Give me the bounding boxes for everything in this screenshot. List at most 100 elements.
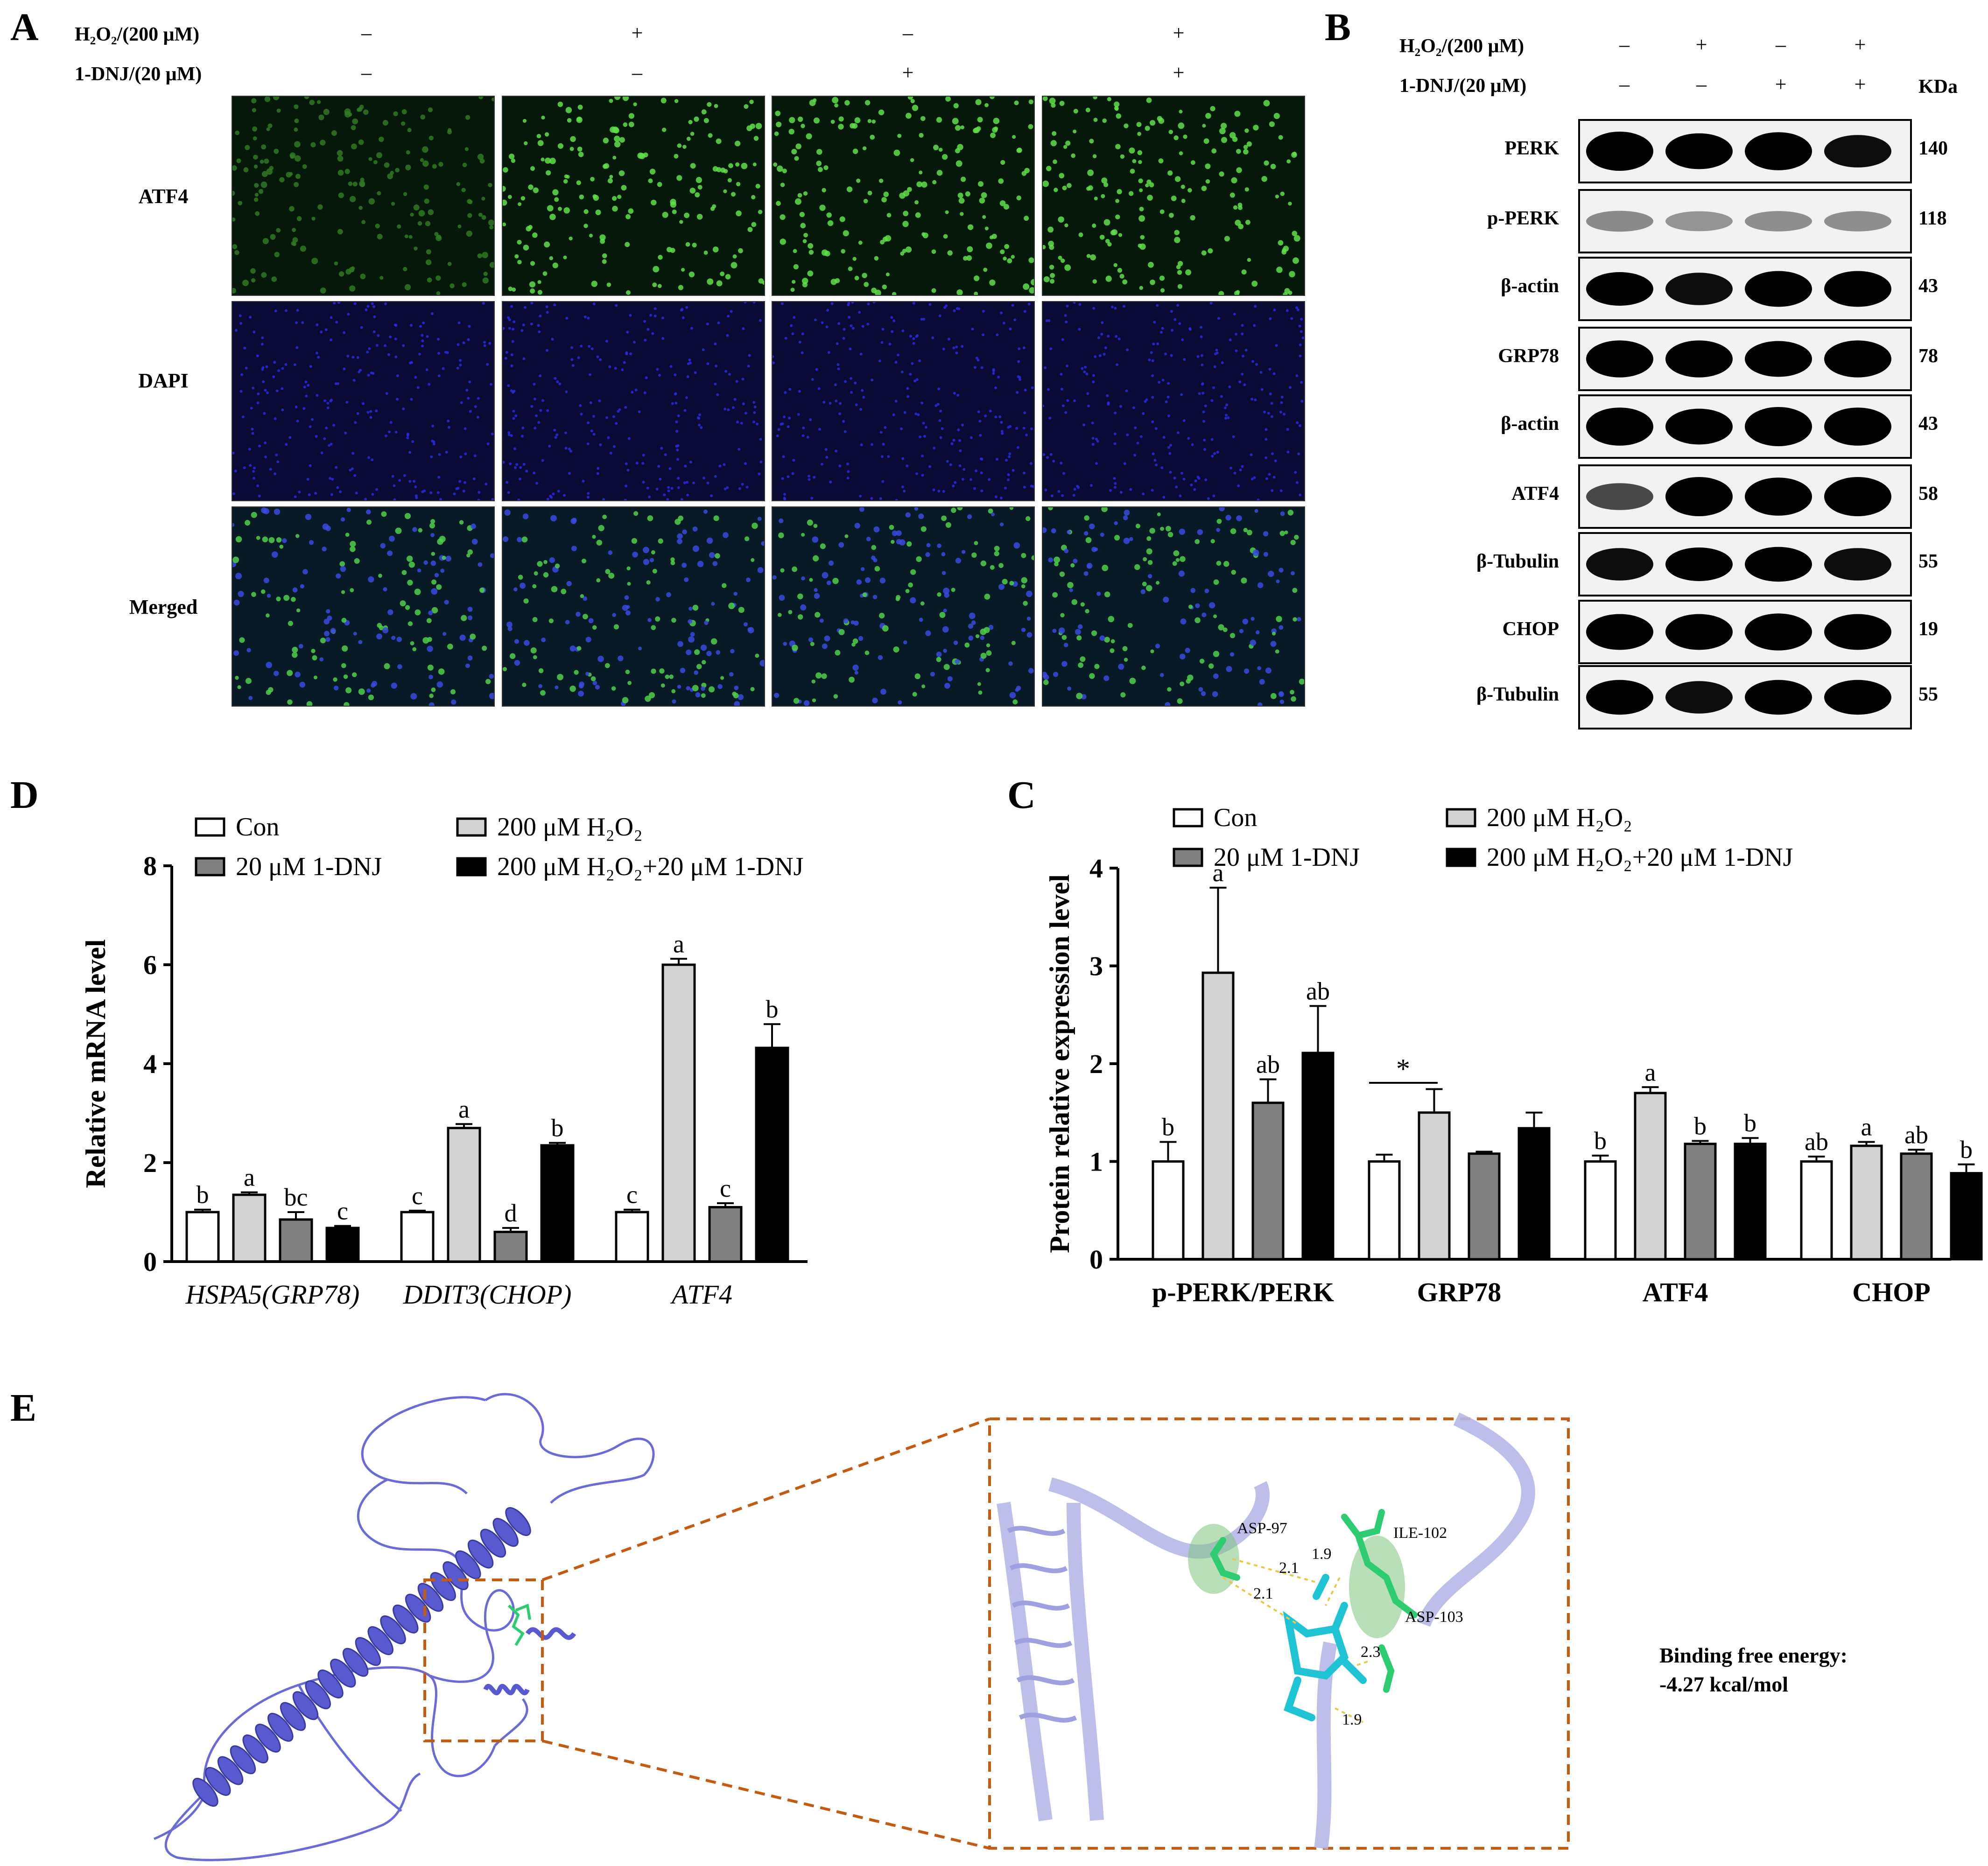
cell-dot: [270, 234, 276, 240]
cell-dot: [1202, 124, 1206, 128]
cell-dot: [1179, 151, 1183, 155]
cell-dot: [1026, 516, 1031, 521]
cell-dot: [461, 188, 466, 192]
cell-dot: [1150, 120, 1156, 126]
cell-dot: [1161, 327, 1164, 330]
cell-dot: [651, 199, 657, 206]
cell-dot: [274, 252, 280, 258]
cell-dot: [1257, 666, 1261, 671]
cell-dot: [1144, 400, 1147, 403]
cell-dot: [261, 171, 268, 177]
cell-dot: [1221, 137, 1228, 143]
cell-dot: [455, 487, 458, 491]
cell-dot: [686, 493, 689, 497]
cell-dot: [1223, 407, 1227, 410]
cell-dot: [1235, 332, 1238, 336]
cell-dot: [1127, 623, 1133, 628]
cell-dot: [747, 365, 750, 368]
cell-dot: [522, 463, 526, 466]
cell-dot: [860, 567, 865, 571]
cell-dot: [1046, 456, 1049, 459]
cell-dot: [898, 700, 902, 705]
cell-dot: [1177, 284, 1183, 289]
cell-dot: [276, 537, 282, 543]
cell-dot: [253, 154, 258, 160]
cell-dot: [850, 620, 855, 624]
cell-dot: [744, 104, 749, 109]
cell-dot: [394, 337, 397, 341]
cell-dot: [1116, 113, 1122, 119]
cell-dot: [1025, 433, 1028, 436]
cell-dot: [683, 481, 686, 484]
cell-dot: [258, 494, 261, 498]
cell-dot: [1275, 649, 1279, 654]
cell-dot: [1151, 359, 1154, 362]
cell-dot: [1295, 306, 1299, 309]
cell-dot: [427, 277, 432, 283]
significance-letter: b: [1162, 1113, 1174, 1141]
cell-dot: [301, 321, 304, 324]
cell-dot: [726, 334, 729, 337]
cell-dot: [974, 291, 978, 295]
cell-dot: [1091, 442, 1095, 446]
blot-bands: [1586, 340, 1891, 378]
cell-dot: [1194, 617, 1201, 624]
cell-dot: [1253, 125, 1259, 131]
cell-dot: [1176, 304, 1180, 307]
blot-band: [1665, 340, 1733, 378]
cell-dot: [436, 681, 443, 688]
cell-dot: [366, 688, 371, 693]
distance-label: 2.1: [1253, 1585, 1273, 1602]
cell-dot: [1219, 507, 1225, 512]
cell-dot: [592, 433, 596, 436]
cell-dot: [741, 162, 748, 169]
cell-dot: [695, 192, 700, 197]
cell-dot: [325, 637, 330, 642]
cell-dot: [232, 217, 236, 222]
cell-dot: [240, 373, 244, 376]
y-tick-label: 4: [1089, 853, 1103, 884]
cell-dot: [961, 423, 964, 427]
legend-label: 200 μM H₂O₂: [497, 813, 643, 842]
cell-dot: [520, 329, 524, 332]
cell-dot: [955, 351, 958, 355]
cell-dot: [1271, 631, 1276, 636]
cell-dot: [517, 537, 522, 542]
cell-dot: [406, 555, 413, 562]
cell-dot: [655, 487, 659, 491]
cell-dot: [907, 187, 912, 192]
cell-dot: [1158, 381, 1161, 384]
cell-dot: [428, 209, 434, 215]
cell-dot: [1173, 477, 1176, 480]
cell-dot: [787, 425, 790, 428]
cell-dot: [367, 373, 370, 377]
blot-label: GRP78: [1498, 345, 1559, 367]
cell-dot: [638, 410, 641, 414]
cell-dot: [401, 570, 407, 575]
blot-bands: [1586, 132, 1891, 171]
cell-dot: [406, 436, 409, 440]
micrograph-cell: [502, 96, 765, 296]
cell-dot: [507, 316, 510, 319]
cell-dot: [960, 125, 965, 130]
cell-dot: [1284, 288, 1290, 294]
cell-dot: [777, 428, 780, 431]
helix-turn: [505, 1507, 531, 1536]
cell-dot: [642, 454, 645, 457]
cell-dot: [394, 430, 398, 434]
cell-dot: [428, 610, 433, 616]
cell-dot: [921, 684, 926, 688]
cell-dot: [1086, 562, 1093, 569]
cell-dot: [579, 404, 582, 407]
cell-dot: [984, 226, 989, 231]
cell-dot: [670, 201, 677, 208]
cell-dot: [812, 698, 816, 702]
cell-dot: [938, 314, 941, 317]
cell-dot: [884, 426, 887, 429]
cell-dot: [843, 328, 846, 331]
cell-dot: [625, 290, 631, 295]
cell-dot: [426, 249, 431, 255]
cell-dot: [676, 458, 679, 461]
cell-dot: [507, 433, 511, 436]
cell-dot: [912, 342, 915, 345]
